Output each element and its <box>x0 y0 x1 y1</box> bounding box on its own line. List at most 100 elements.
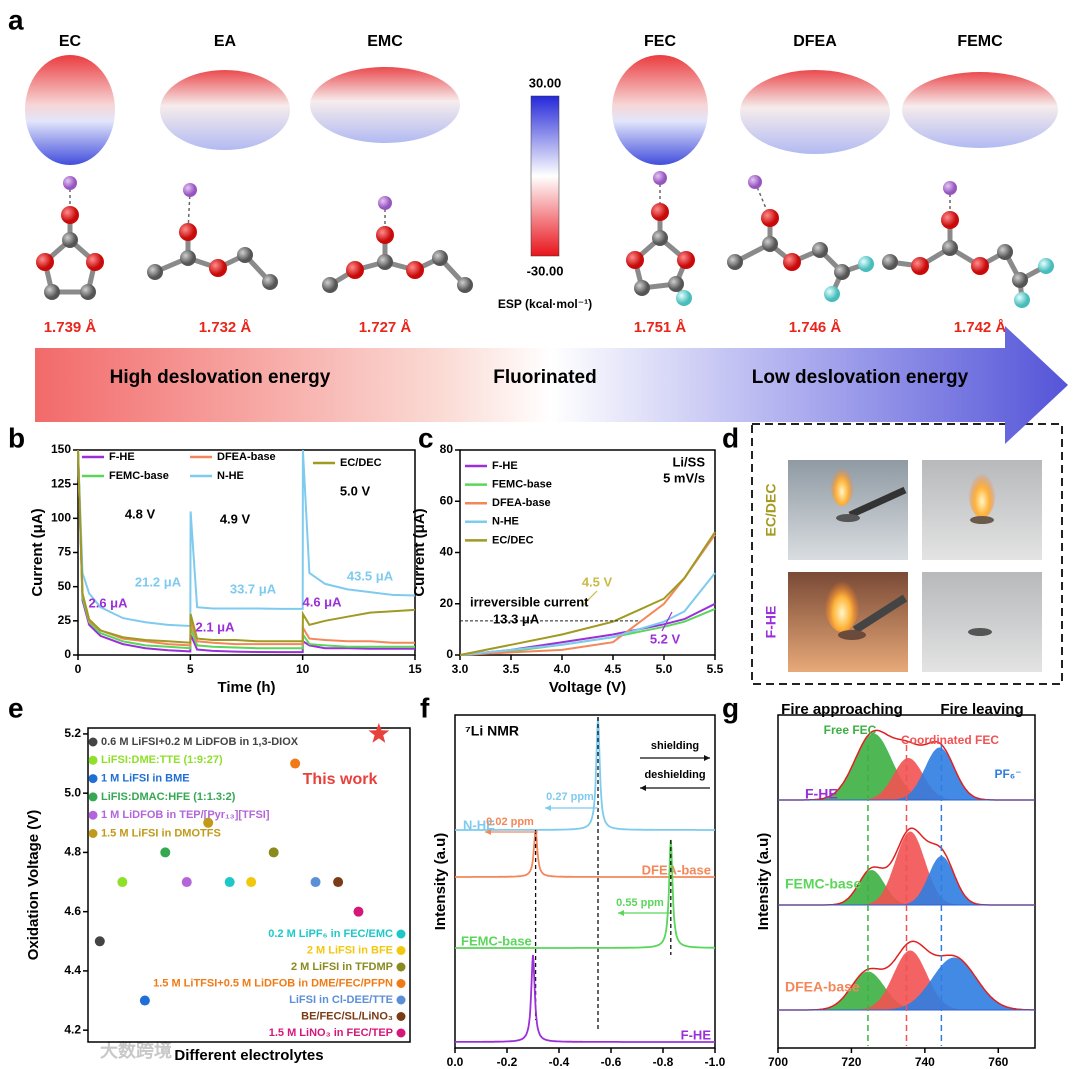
annotation: 5 mV/s <box>663 470 705 485</box>
molecule-name: FEMC <box>957 33 1003 50</box>
legend-marker <box>396 962 406 972</box>
y-tick-label: 80 <box>440 442 454 456</box>
y-tick-label: 150 <box>51 442 71 456</box>
legend-label: 2 M LiFSI in BFE <box>307 944 393 956</box>
x-tick-label: 5.5 <box>707 662 724 676</box>
bond-length: 1.742 Å <box>954 319 1007 336</box>
atom <box>406 261 424 279</box>
legend-marker <box>88 792 98 802</box>
x-tick-label: 10 <box>296 662 310 676</box>
atom <box>86 253 104 271</box>
x-tick-label: 720 <box>841 1055 861 1069</box>
x-tick-label: 700 <box>768 1055 788 1069</box>
arrow-label: High deslovation energy <box>110 367 331 388</box>
legend-marker <box>396 1012 406 1021</box>
row-label: F-HE <box>763 606 779 639</box>
y-tick-label: 4.4 <box>64 963 81 977</box>
legend-label: 0.6 M LiFSI+0.2 M LiDFOB in 1,3-DIOX <box>101 736 299 748</box>
x-tick-label: 5 <box>187 662 194 676</box>
atom <box>858 256 874 272</box>
annotation: 2.6 μA <box>88 595 128 610</box>
annotation: 4.9 V <box>220 511 251 526</box>
scatter-point <box>290 758 301 769</box>
atom <box>824 286 840 302</box>
x-tick-label: -0.8 <box>653 1055 674 1069</box>
sample-label: F-HE <box>805 786 838 802</box>
colorbar-label: ESP (kcal·mol⁻¹) <box>498 297 592 311</box>
legend-label: F-HE <box>109 451 135 463</box>
flame <box>968 462 996 518</box>
bond-length: 1.739 Å <box>44 319 97 336</box>
x-tick-label: 760 <box>988 1055 1008 1069</box>
esp-surface <box>160 70 290 150</box>
photo <box>922 572 1042 672</box>
arrow-head <box>485 829 491 835</box>
atom <box>376 226 394 244</box>
atom <box>61 206 79 224</box>
fitted-peak <box>778 971 1035 1010</box>
scatter-point <box>160 847 171 858</box>
scatter-point <box>181 877 192 888</box>
legend-label: LiFSI in Cl-DEE/TTE <box>289 994 393 1006</box>
annotation: 0.02 ppm <box>486 816 534 828</box>
scatter-point <box>117 877 128 888</box>
atom <box>80 284 96 300</box>
legend-label: LiFIS:DMAC:HFE (1:1.3:2) <box>101 791 236 803</box>
annotation: irreversible current <box>470 594 589 609</box>
y-tick-label: 75 <box>58 545 72 559</box>
molecule-name: DFEA <box>793 33 837 50</box>
annotation: 43.5 μA <box>347 568 394 583</box>
atom <box>36 253 54 271</box>
molecule-name: EC <box>59 33 82 50</box>
coin-cell <box>970 516 994 524</box>
atom <box>911 257 929 275</box>
legend-label: FEMC-base <box>109 470 169 482</box>
data-line <box>77 449 416 644</box>
arrow-label: Fluorinated <box>493 367 596 388</box>
x-tick-label: -0.2 <box>497 1055 518 1069</box>
arrow-head <box>704 755 710 761</box>
colorbar-max: 30.00 <box>529 75 562 90</box>
sample-label: DFEA-base <box>785 979 860 995</box>
arrow-head <box>618 910 624 916</box>
watermark: 大数跨境 <box>100 1040 172 1061</box>
panel-label: g <box>722 692 739 723</box>
x-tick-label: -0.6 <box>601 1055 622 1069</box>
spectrum <box>455 716 715 831</box>
legend-marker <box>396 979 406 988</box>
atom <box>322 277 338 293</box>
atom <box>652 230 668 246</box>
arrow-band <box>35 326 1068 444</box>
y-tick-label: 25 <box>58 613 72 627</box>
x-tick-label: 4.5 <box>605 662 622 676</box>
atom <box>997 244 1013 260</box>
y-tick-label: 4.6 <box>64 904 81 918</box>
x-axis-label: Time (h) <box>217 679 275 696</box>
peak-label: Free FEC <box>824 723 877 737</box>
atom <box>651 203 669 221</box>
scatter-point <box>139 995 150 1006</box>
y-tick-label: 5.2 <box>64 726 81 740</box>
arrow-label: Low deslovation energy <box>752 367 969 388</box>
panel-label: b <box>8 422 25 453</box>
bond-length: 1.727 Å <box>359 319 412 336</box>
data-line <box>459 531 716 656</box>
panel-label: c <box>418 422 434 453</box>
bond-length: 1.746 Å <box>789 319 842 336</box>
series-label: F-HE <box>681 1027 712 1042</box>
x-tick-label: 3.0 <box>452 662 469 676</box>
y-tick-label: 5.0 <box>64 785 81 799</box>
x-tick-label: 5.0 <box>656 662 673 676</box>
atom <box>942 240 958 256</box>
annotation: shielding <box>651 740 699 752</box>
legend-label: EC/DEC <box>492 534 534 546</box>
flame <box>830 458 854 506</box>
atom <box>941 211 959 229</box>
legend-label: 1 M LiDFOB in TEP/[Pyr₁₃][TFSI] <box>101 809 270 821</box>
atom <box>1012 272 1028 288</box>
annotation: 4.8 V <box>125 506 156 521</box>
bond-length: 1.732 Å <box>199 319 252 336</box>
y-tick-label: 0 <box>64 647 71 661</box>
legend-label: This work <box>303 771 378 788</box>
